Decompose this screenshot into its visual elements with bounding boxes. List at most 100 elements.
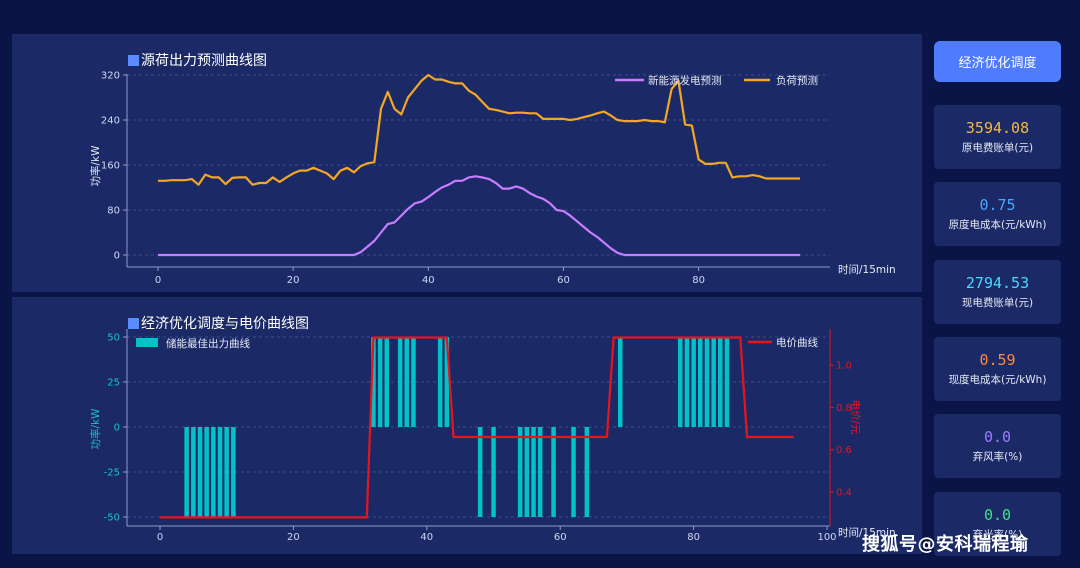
x-tick-label: 0 <box>155 275 161 286</box>
storage-bar <box>537 427 543 517</box>
stat-value: 0.0 <box>983 506 1012 524</box>
y2-tick-label: 1.0 <box>836 361 852 372</box>
economic-dispatch-panel: 经济优化调度与电价曲线图 -50 -25 0 25 50 0.4 0.6 0.8 1.0 0 20 4… <box>12 297 922 554</box>
stat-value: 2794.53 <box>965 274 1030 292</box>
storage-bar <box>217 427 223 517</box>
storage-bar <box>224 427 229 517</box>
stat-label: 弃风率(%) <box>972 451 1023 463</box>
y-tick-label: 0 <box>114 251 120 262</box>
y2-tick-label: 0.4 <box>836 488 852 499</box>
y-tick-label: 0 <box>114 423 120 434</box>
x-tick-label: 80 <box>687 532 700 543</box>
storage-bar <box>691 337 696 427</box>
series-line-renewable <box>158 175 800 257</box>
title-square-icon <box>128 54 139 66</box>
stat-label: 弃光率(%) <box>972 529 1023 541</box>
storage-bar <box>197 427 203 517</box>
storage-bar <box>444 337 450 427</box>
storage-bar <box>231 427 236 517</box>
y2-tick-label: 0.6 <box>836 445 852 456</box>
dispatch-chart-title: 经济优化调度与电价曲线图 <box>141 316 309 332</box>
storage-bar <box>584 427 590 517</box>
storage-bar <box>618 337 623 427</box>
storage-bar <box>411 337 416 427</box>
stat-value: 3594.08 <box>965 119 1030 137</box>
storage-bar <box>571 427 576 517</box>
storage-bar <box>397 337 403 427</box>
stat-label: 原度电成本(元/kWh) <box>948 219 1047 231</box>
panel-title-dispatch: 经济优化调度与电价曲线图 <box>128 313 309 333</box>
storage-bar <box>524 427 530 517</box>
storage-bar <box>698 337 703 427</box>
dispatch-chart: -50 -25 0 25 50 0.4 0.6 0.8 1.0 0 20 40 60 80 100 时间/15… <box>89 329 896 543</box>
legend-swatch <box>136 338 158 347</box>
stat-label: 原电费账单(元) <box>961 142 1034 154</box>
storage-bar <box>377 337 383 427</box>
watermark-text: 搜狐号@安科瑞程瑜 <box>862 534 1029 555</box>
source-load-forecast-panel: 源荷出力预测曲线图 0 80 160 240 320 0 20 40 60 80 时间/15min 功… <box>12 34 922 292</box>
storage-bar <box>191 427 196 517</box>
y-tick-label: -50 <box>104 513 120 524</box>
storage-bar <box>678 337 683 427</box>
storage-bar <box>724 337 730 427</box>
stat-value: 0.0 <box>983 428 1012 446</box>
storage-bar <box>437 337 443 427</box>
stat-value: 0.75 <box>979 196 1016 214</box>
forecast-chart-title: 源荷出力预测曲线图 <box>141 53 267 69</box>
y-tick-label: 25 <box>107 378 120 389</box>
y-tick-label: 50 <box>107 333 120 344</box>
storage-bar <box>204 427 209 517</box>
x-tick-label: 20 <box>287 532 300 543</box>
title-square-icon <box>128 317 139 329</box>
y-tick-label: 80 <box>107 206 120 217</box>
storage-bar <box>517 427 523 517</box>
storage-bar <box>477 427 483 517</box>
storage-bar <box>384 337 389 427</box>
y2-axis-label: 电价/元 <box>849 399 862 435</box>
x-tick-label: 20 <box>287 275 300 286</box>
series-line-load <box>158 73 800 186</box>
storage-bar <box>684 337 690 427</box>
x-tick-label: 100 <box>817 532 836 543</box>
y-tick-label: -25 <box>104 468 120 479</box>
x-axis-label: 时间/15min <box>838 526 896 539</box>
legend-label: 电价曲线 <box>776 336 818 349</box>
storage-bar <box>491 427 496 517</box>
y-axis-label: 功率/kW <box>89 145 102 187</box>
x-tick-label: 80 <box>692 275 705 286</box>
storage-bar <box>404 337 409 427</box>
y-tick-label: 240 <box>101 116 120 127</box>
stat-value: 0.59 <box>979 351 1016 369</box>
price-line <box>160 336 794 519</box>
stat-card-current-unit-cost: 0.59 现度电成本(元/kWh) <box>934 337 1061 401</box>
x-tick-label: 40 <box>420 532 433 543</box>
storage-bar <box>704 337 710 427</box>
storage-bar <box>551 427 556 517</box>
stat-card-solar-curtailment: 0.0 弃光率(%) <box>934 492 1061 556</box>
storage-bar <box>531 427 536 517</box>
y-axis-label: 功率/kW <box>89 408 102 450</box>
stat-card-current-bill: 2794.53 现电费账单(元) <box>934 260 1061 324</box>
y2-tick-label: 0.8 <box>836 403 852 414</box>
stat-card-original-unit-cost: 0.75 原度电成本(元/kWh) <box>934 182 1061 246</box>
storage-bar <box>711 337 716 427</box>
panel-title-forecast: 源荷出力预测曲线图 <box>128 50 267 70</box>
stat-label: 现电费账单(元) <box>961 297 1034 309</box>
y-tick-label: 160 <box>101 161 120 172</box>
stat-card-wind-curtailment: 0.0 弃风率(%) <box>934 414 1061 478</box>
legend-label: 负荷预测 <box>776 74 818 87</box>
storage-bar <box>211 427 216 517</box>
x-tick-label: 60 <box>554 532 567 543</box>
x-axis-label: 时间/15min <box>838 263 896 276</box>
legend-label: 储能最佳出力曲线 <box>166 337 250 350</box>
legend-label: 新能源发电预测 <box>648 74 722 87</box>
forecast-chart: 0 80 160 240 320 0 20 40 60 80 时间/15min 功率/kW 新能源发电预… <box>89 71 896 287</box>
storage-bar <box>371 337 376 427</box>
stat-label: 现度电成本(元/kWh) <box>948 374 1047 386</box>
economic-optimize-button[interactable]: 经济优化调度 <box>934 41 1061 82</box>
storage-bar <box>718 337 723 427</box>
x-tick-label: 0 <box>157 532 163 543</box>
x-tick-label: 40 <box>422 275 435 286</box>
stat-card-original-bill: 3594.08 原电费账单(元) <box>934 105 1061 169</box>
storage-bar <box>184 427 189 517</box>
